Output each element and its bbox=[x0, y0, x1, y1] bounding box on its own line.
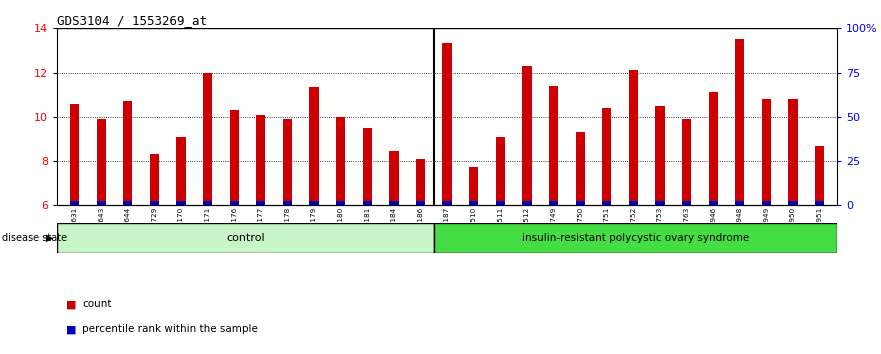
Bar bbox=[416, 201, 426, 205]
Bar bbox=[815, 145, 825, 205]
Bar bbox=[469, 201, 478, 205]
Bar bbox=[203, 201, 212, 205]
Bar bbox=[735, 39, 744, 205]
Bar bbox=[469, 167, 478, 205]
Bar bbox=[442, 43, 452, 205]
Bar bbox=[57, 223, 433, 253]
Text: ■: ■ bbox=[66, 324, 77, 334]
Bar bbox=[363, 201, 372, 205]
Bar bbox=[256, 201, 265, 205]
Bar bbox=[389, 201, 398, 205]
Bar bbox=[203, 73, 212, 205]
Bar bbox=[176, 137, 186, 205]
Bar bbox=[549, 201, 559, 205]
Bar bbox=[788, 201, 797, 205]
Bar bbox=[176, 201, 186, 205]
Text: count: count bbox=[82, 299, 111, 309]
Bar bbox=[629, 201, 638, 205]
Bar bbox=[97, 119, 106, 205]
Bar bbox=[708, 92, 718, 205]
Bar bbox=[762, 201, 771, 205]
Bar bbox=[442, 201, 452, 205]
Bar bbox=[97, 201, 106, 205]
Bar bbox=[522, 66, 531, 205]
Bar bbox=[682, 119, 692, 205]
Bar bbox=[256, 115, 265, 205]
Bar bbox=[123, 101, 132, 205]
Bar bbox=[682, 201, 692, 205]
Text: percentile rank within the sample: percentile rank within the sample bbox=[82, 324, 258, 334]
Text: GDS3104 / 1553269_at: GDS3104 / 1553269_at bbox=[57, 14, 207, 27]
Bar bbox=[70, 201, 79, 205]
Bar bbox=[708, 201, 718, 205]
Bar bbox=[70, 104, 79, 205]
Bar bbox=[602, 201, 611, 205]
Text: ■: ■ bbox=[66, 299, 77, 309]
Bar bbox=[416, 159, 426, 205]
Bar bbox=[150, 201, 159, 205]
Bar bbox=[336, 201, 345, 205]
Bar bbox=[309, 87, 319, 205]
Bar bbox=[123, 201, 132, 205]
Bar bbox=[629, 70, 638, 205]
Text: ▶: ▶ bbox=[46, 233, 54, 243]
Bar bbox=[549, 86, 559, 205]
Bar bbox=[496, 201, 505, 205]
Bar bbox=[230, 201, 239, 205]
Bar bbox=[788, 99, 797, 205]
Bar bbox=[575, 132, 585, 205]
Bar bbox=[602, 108, 611, 205]
Bar bbox=[762, 99, 771, 205]
Bar bbox=[655, 201, 664, 205]
Bar bbox=[283, 201, 292, 205]
Bar bbox=[735, 201, 744, 205]
Bar bbox=[522, 201, 531, 205]
Bar bbox=[433, 223, 837, 253]
Bar bbox=[496, 137, 505, 205]
Bar bbox=[150, 154, 159, 205]
Bar bbox=[309, 201, 319, 205]
Bar bbox=[230, 110, 239, 205]
Bar bbox=[283, 119, 292, 205]
Text: insulin-resistant polycystic ovary syndrome: insulin-resistant polycystic ovary syndr… bbox=[522, 233, 749, 243]
Bar bbox=[655, 106, 664, 205]
Text: control: control bbox=[226, 233, 265, 243]
Bar bbox=[389, 151, 398, 205]
Bar bbox=[336, 117, 345, 205]
Bar bbox=[363, 128, 372, 205]
Text: disease state: disease state bbox=[2, 233, 67, 243]
Bar bbox=[575, 201, 585, 205]
Bar bbox=[815, 201, 825, 205]
